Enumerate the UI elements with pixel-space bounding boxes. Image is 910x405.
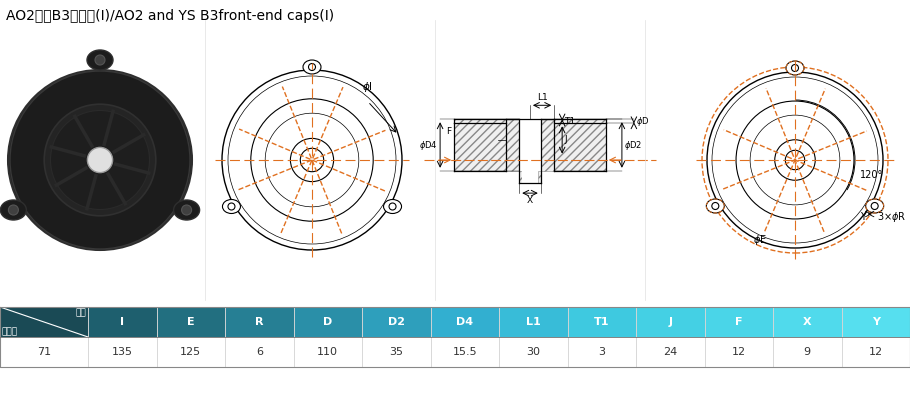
Bar (454, 119, 506, 124)
Text: 71: 71 (37, 347, 51, 357)
Circle shape (228, 203, 235, 210)
Text: L1: L1 (526, 317, 541, 327)
Text: Y: Y (860, 212, 865, 222)
Circle shape (792, 64, 798, 72)
Bar (773, 307, 842, 337)
Text: 15.5: 15.5 (452, 347, 477, 357)
Bar (568, 307, 636, 337)
Circle shape (95, 55, 105, 65)
Text: D4: D4 (456, 317, 473, 327)
Ellipse shape (303, 60, 321, 74)
Circle shape (389, 203, 396, 210)
Text: 9: 9 (804, 347, 811, 357)
Text: $\phi$D: $\phi$D (636, 115, 650, 128)
Text: 135: 135 (112, 347, 133, 357)
Bar (88, 307, 157, 337)
Bar (554, 124, 606, 171)
Bar (842, 307, 910, 337)
Bar (538, 171, 541, 183)
Bar (499, 307, 568, 337)
Text: R: R (255, 317, 264, 327)
Bar (541, 119, 554, 171)
Ellipse shape (222, 200, 240, 213)
Ellipse shape (865, 199, 884, 213)
Text: D: D (323, 317, 332, 327)
Text: 24: 24 (663, 347, 677, 357)
Bar (294, 307, 362, 337)
Text: J: J (668, 317, 672, 327)
Text: $\phi$D4: $\phi$D4 (420, 139, 438, 151)
Bar (521, 119, 538, 183)
Circle shape (871, 202, 878, 209)
Text: F: F (446, 127, 451, 136)
Bar (554, 119, 606, 124)
Text: E: E (187, 317, 195, 327)
Text: X: X (527, 196, 533, 205)
Bar (225, 307, 294, 337)
Bar (454, 124, 506, 171)
Ellipse shape (383, 200, 401, 213)
Bar (362, 307, 430, 337)
Text: 110: 110 (318, 347, 339, 357)
Bar (0, 307, 88, 337)
Text: L1: L1 (537, 93, 548, 102)
Text: F: F (735, 317, 743, 327)
Circle shape (712, 202, 719, 209)
Circle shape (50, 111, 149, 209)
Text: $\phi$I: $\phi$I (361, 80, 372, 94)
Text: $\phi$E: $\phi$E (753, 233, 767, 247)
Text: 机座号: 机座号 (2, 327, 18, 336)
Text: 12: 12 (732, 347, 746, 357)
Circle shape (182, 205, 192, 215)
Bar (520, 171, 521, 183)
Circle shape (8, 205, 18, 215)
Text: 120°: 120° (860, 170, 884, 180)
Bar (506, 119, 520, 171)
Ellipse shape (87, 50, 113, 70)
Text: I: I (120, 317, 125, 327)
Text: T1: T1 (564, 117, 575, 126)
Bar (704, 307, 773, 337)
Text: 3×$\phi$R: 3×$\phi$R (876, 210, 906, 224)
Ellipse shape (706, 199, 724, 213)
Text: AO2系列B3前端盖(I)/AO2 and YS B3front-end caps(I): AO2系列B3前端盖(I)/AO2 and YS B3front-end cap… (6, 9, 334, 23)
Text: 30: 30 (526, 347, 541, 357)
Bar (636, 307, 704, 337)
Text: 代号: 代号 (76, 308, 86, 317)
Bar (157, 307, 225, 337)
Text: D2: D2 (388, 317, 405, 327)
Text: Y: Y (872, 317, 880, 327)
Bar (430, 307, 499, 337)
Text: 3: 3 (598, 347, 605, 357)
Text: 6: 6 (256, 347, 263, 357)
Circle shape (45, 104, 156, 216)
Text: $\phi$D2: $\phi$D2 (624, 139, 642, 151)
Text: 35: 35 (389, 347, 403, 357)
Text: 125: 125 (180, 347, 201, 357)
Circle shape (308, 64, 316, 70)
Text: T1: T1 (594, 317, 610, 327)
Ellipse shape (786, 61, 804, 75)
Text: 12: 12 (869, 347, 883, 357)
Text: X: X (803, 317, 812, 327)
Text: J: J (564, 136, 567, 145)
Circle shape (87, 147, 113, 173)
Ellipse shape (8, 70, 192, 250)
Bar (0, 337, 910, 367)
Ellipse shape (0, 200, 26, 220)
Ellipse shape (174, 200, 199, 220)
Ellipse shape (10, 71, 190, 249)
